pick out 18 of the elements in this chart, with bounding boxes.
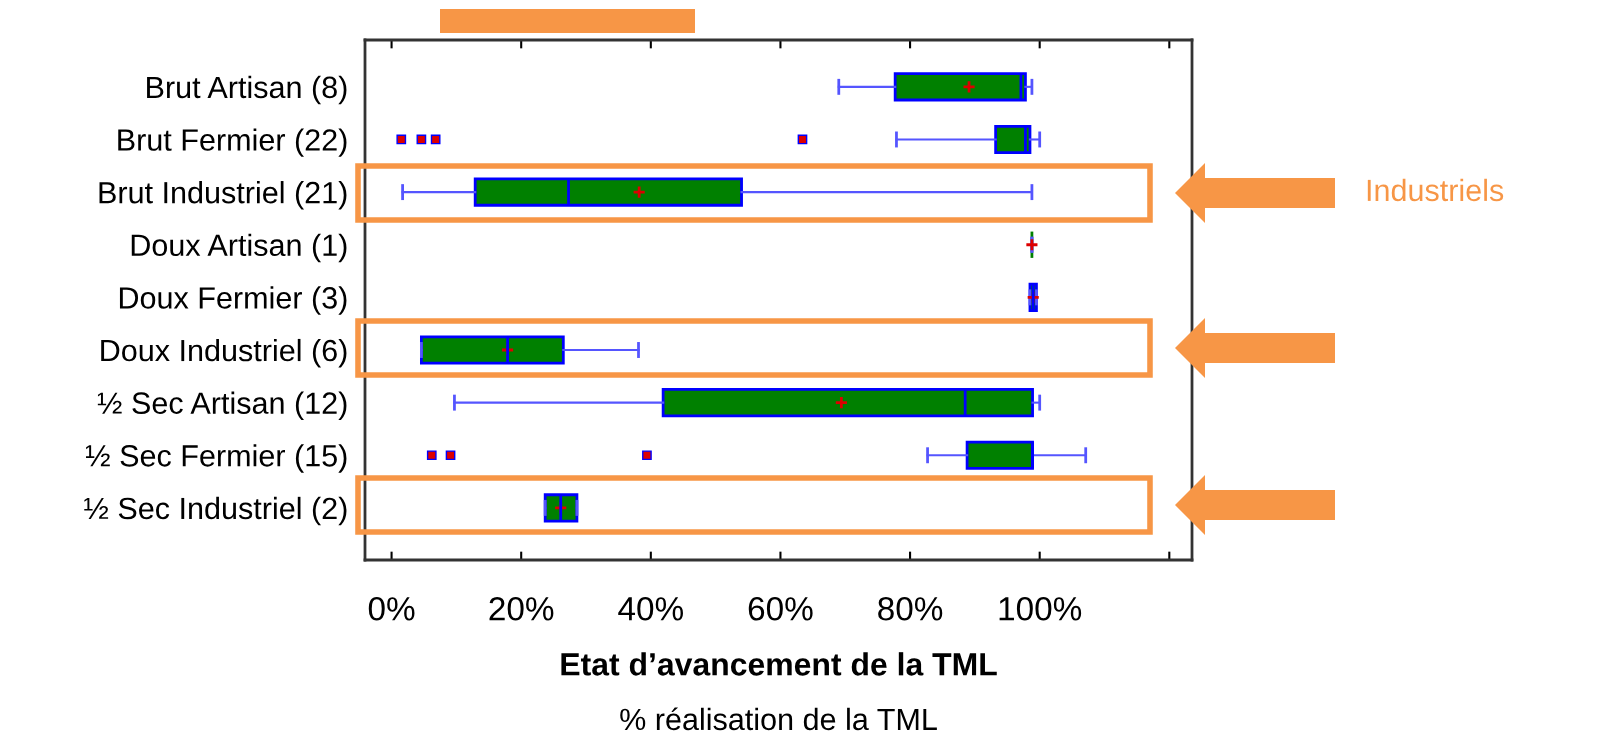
x-axis-title: Etat d’avancement de la TML <box>561 652 997 676</box>
x-tick-label: 100% <box>999 596 1082 621</box>
y-tick-label: Brut Industriel (21) <box>99 181 347 210</box>
text: % réalisation de la TML <box>620 707 937 731</box>
x-tick-label: 60% <box>748 596 813 621</box>
y-tick-label: ½ Sec Fermier (15) <box>86 444 347 473</box>
y-tick-label: ½ Sec Artisan (12) <box>97 391 347 421</box>
x-tick-label: 40% <box>618 596 683 621</box>
y-tick-label: Brut Fermier (22) <box>118 128 347 157</box>
x-tick-label: 80% <box>878 596 943 621</box>
y-tick-label: Doux Fermier (3) <box>119 286 347 315</box>
y-tick-label: Brut Artisan (8) <box>147 75 347 105</box>
y-tick-label: Doux Industriel (6) <box>101 338 347 368</box>
x-tick-label: 0% <box>368 596 415 621</box>
y-tick-label: Doux Artisan (1) <box>131 233 347 263</box>
text: Industriels <box>1367 178 1504 202</box>
x-tick-label: 20% <box>489 596 554 621</box>
y-tick-label: ½ Sec Industriel (2) <box>84 496 347 526</box>
